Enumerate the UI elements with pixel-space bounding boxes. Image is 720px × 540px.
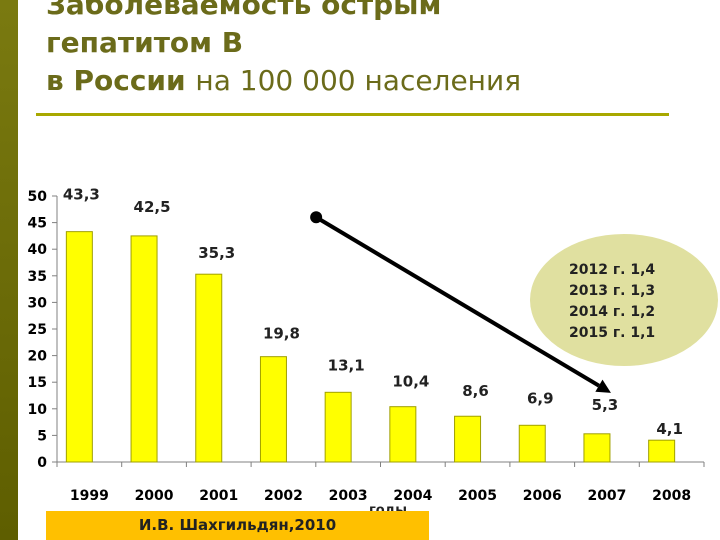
x-tick-label-2003: 2003 — [329, 488, 368, 504]
y-tick-label: 0 — [37, 455, 47, 471]
x-tick-label-2004: 2004 — [393, 488, 432, 504]
data-label-2002: 19,8 — [263, 325, 300, 343]
bar-2000 — [130, 235, 158, 463]
x-tick-label-1999: 1999 — [70, 488, 109, 504]
x-tick-label-2000: 2000 — [135, 488, 174, 504]
y-tick-label: 45 — [28, 216, 47, 232]
y-tick-label: 20 — [28, 349, 48, 365]
chart: 0 5 10 15 20 25 30 35 40 45 50 43,3 1999 42,5 2000 35,3… — [28, 186, 718, 518]
annotation-line-1: 2012 г. 1,4 — [569, 262, 655, 278]
bar-2008 — [648, 439, 676, 463]
x-tick-label-2007: 2007 — [587, 488, 626, 504]
annotation-line-4: 2015 г. 1,1 — [569, 325, 655, 341]
slide-sidebar — [0, 0, 18, 540]
title-line-3-rest: на 100 000 населения — [195, 64, 522, 97]
data-label-2004: 10,4 — [392, 373, 429, 391]
title-line-2: гепатитом В — [46, 26, 244, 59]
y-tick-label: 40 — [28, 242, 48, 258]
bar-2001 — [195, 273, 223, 463]
data-label-2001: 35,3 — [198, 244, 235, 262]
bar-2005 — [454, 415, 482, 463]
bar-2007 — [583, 433, 611, 463]
slide-title: Заболеваемость острым гепатитом В в Росс… — [46, 0, 696, 100]
bar-1999 — [65, 231, 93, 463]
title-line-3-bold: в России — [46, 64, 186, 97]
data-label-2006: 6,9 — [527, 389, 554, 407]
annotation-line-3: 2014 г. 1,2 — [569, 304, 655, 320]
data-label-2003: 13,1 — [328, 356, 365, 374]
y-tick-label: 35 — [28, 269, 47, 285]
y-tick-label: 30 — [28, 295, 48, 311]
bar-2002 — [259, 356, 287, 463]
bar-2004 — [389, 406, 417, 463]
y-tick-label: 10 — [28, 402, 48, 418]
y-tick-label: 5 — [37, 428, 47, 444]
y-tick-label: 50 — [28, 189, 48, 205]
annotation-line-2: 2013 г. 1,3 — [569, 283, 655, 299]
data-label-2000: 42,5 — [134, 198, 171, 216]
y-tick-label: 25 — [28, 322, 47, 338]
data-label-1999: 43,3 — [63, 186, 100, 204]
bar-2003 — [324, 391, 352, 463]
data-label-2005: 8,6 — [462, 382, 489, 400]
annotation-bubble — [530, 234, 718, 366]
x-tick-label-2002: 2002 — [264, 488, 303, 504]
x-tick-label-2008: 2008 — [652, 488, 691, 504]
trend-arrow-head — [595, 379, 611, 393]
x-tick-label-2001: 2001 — [199, 488, 238, 504]
title-line-3: в России на 100 000 населения — [46, 62, 696, 100]
title-line-1: Заболеваемость острым — [46, 0, 442, 21]
source-label: И.В. Шахгильдян,2010 — [46, 511, 429, 540]
title-rule — [36, 113, 669, 116]
x-tick-label-2005: 2005 — [458, 488, 497, 504]
trend-arrow-line — [315, 215, 600, 388]
data-label-2008: 4,1 — [656, 420, 683, 438]
data-label-2007: 5,3 — [592, 396, 619, 414]
x-tick-label-2006: 2006 — [523, 488, 562, 504]
bar-2006 — [518, 424, 546, 463]
y-tick-label: 15 — [28, 375, 47, 391]
